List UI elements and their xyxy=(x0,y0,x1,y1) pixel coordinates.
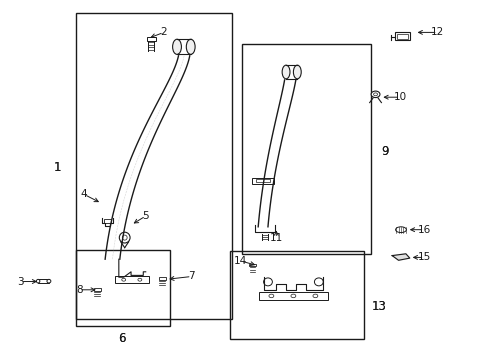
Ellipse shape xyxy=(122,235,127,240)
Bar xyxy=(259,292,327,300)
Bar xyxy=(255,179,270,182)
Ellipse shape xyxy=(263,278,272,286)
Text: 6: 6 xyxy=(118,332,126,345)
Bar xyxy=(249,264,256,266)
Bar xyxy=(76,13,232,319)
Bar xyxy=(94,288,101,291)
Ellipse shape xyxy=(172,39,181,54)
Ellipse shape xyxy=(370,91,379,98)
Ellipse shape xyxy=(186,39,195,54)
Text: 5: 5 xyxy=(142,211,149,221)
Bar xyxy=(76,250,170,326)
Ellipse shape xyxy=(290,294,295,298)
Polygon shape xyxy=(391,254,409,260)
Ellipse shape xyxy=(122,278,125,281)
Text: 11: 11 xyxy=(269,233,283,243)
Ellipse shape xyxy=(293,65,301,79)
Ellipse shape xyxy=(119,232,130,243)
Bar xyxy=(394,32,409,40)
Text: 9: 9 xyxy=(381,145,388,158)
Text: 3: 3 xyxy=(17,276,24,287)
Text: 15: 15 xyxy=(417,252,430,262)
Bar xyxy=(242,44,370,254)
Text: 2: 2 xyxy=(160,27,167,37)
Text: 7: 7 xyxy=(188,271,195,282)
Ellipse shape xyxy=(138,278,142,281)
Bar xyxy=(159,277,165,280)
Ellipse shape xyxy=(373,93,377,96)
Text: 4: 4 xyxy=(81,189,87,199)
Ellipse shape xyxy=(268,294,273,298)
Text: 13: 13 xyxy=(371,300,386,312)
Ellipse shape xyxy=(314,278,323,286)
Ellipse shape xyxy=(312,294,317,298)
Ellipse shape xyxy=(47,279,51,283)
Text: 14: 14 xyxy=(233,256,247,266)
Text: 13: 13 xyxy=(371,300,386,312)
Bar xyxy=(252,178,273,184)
Bar xyxy=(103,219,111,223)
Text: 8: 8 xyxy=(76,285,82,295)
Text: 10: 10 xyxy=(393,92,406,102)
Ellipse shape xyxy=(395,227,406,233)
Ellipse shape xyxy=(36,279,40,283)
Ellipse shape xyxy=(282,65,289,79)
Bar xyxy=(115,276,148,283)
Text: 9: 9 xyxy=(381,145,388,158)
Text: 6: 6 xyxy=(118,332,126,345)
Text: 12: 12 xyxy=(430,27,444,37)
Bar xyxy=(229,251,364,339)
Text: 16: 16 xyxy=(417,225,430,235)
Text: 1: 1 xyxy=(54,161,61,174)
Bar xyxy=(38,279,49,283)
Bar xyxy=(146,37,155,41)
Bar xyxy=(396,34,407,39)
Text: 1: 1 xyxy=(54,161,61,174)
